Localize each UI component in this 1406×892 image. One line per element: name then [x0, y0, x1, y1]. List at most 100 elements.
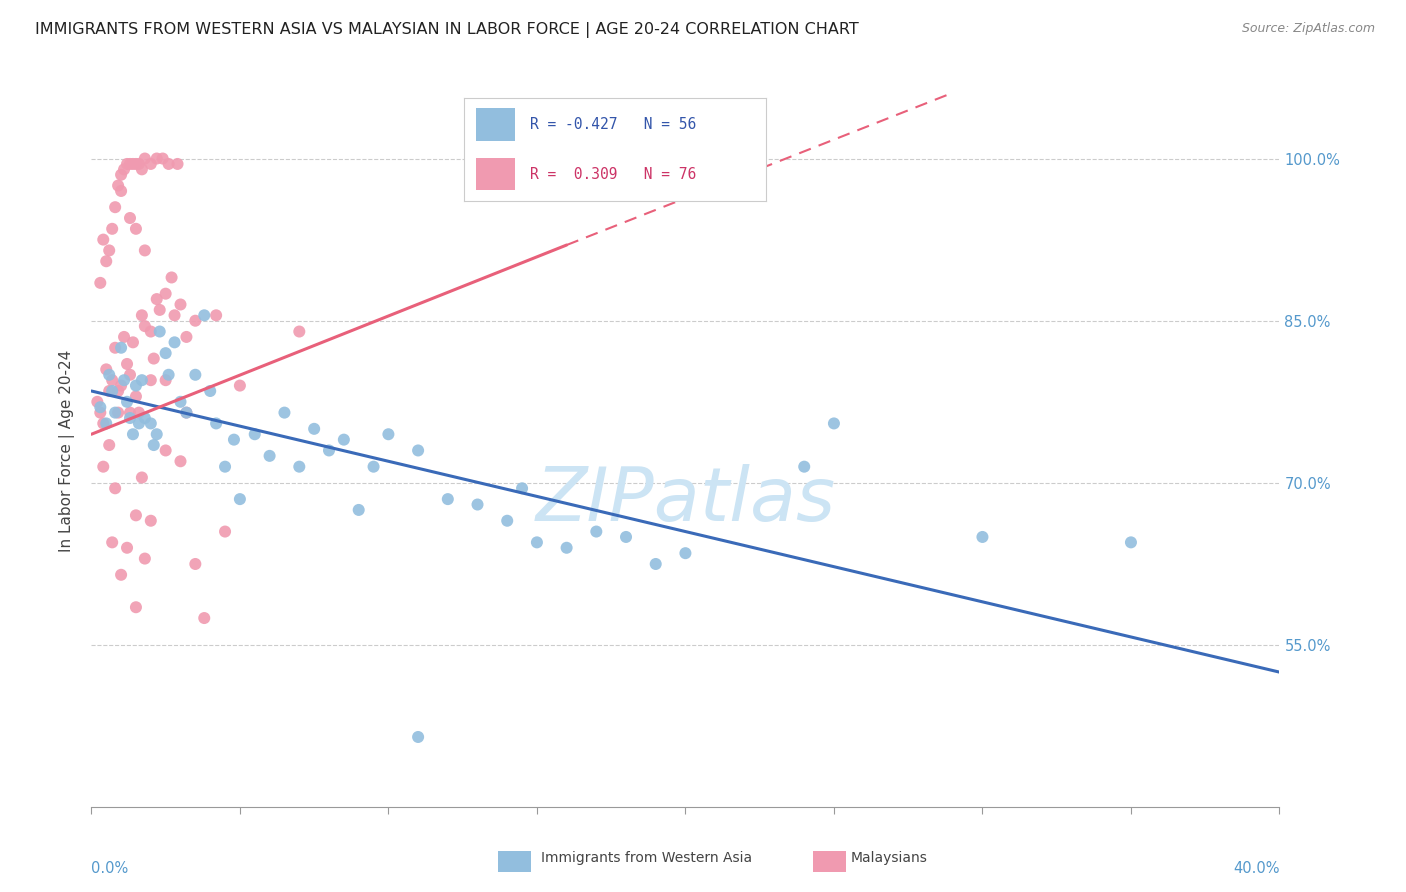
Point	[273, 406, 295, 420]
Point	[222, 433, 245, 447]
Point	[644, 557, 666, 571]
Point	[112, 373, 135, 387]
Point	[91, 417, 114, 431]
Point	[436, 492, 458, 507]
Point	[98, 244, 121, 258]
Point	[115, 157, 138, 171]
Point	[131, 162, 153, 177]
Point	[333, 433, 356, 447]
Point	[406, 730, 429, 744]
Point	[107, 406, 129, 420]
Point	[288, 459, 311, 474]
Point	[131, 308, 153, 322]
Point	[122, 157, 145, 171]
Point	[347, 503, 370, 517]
Point	[184, 557, 207, 571]
Point	[406, 443, 429, 458]
Point	[510, 481, 533, 495]
Point	[134, 411, 156, 425]
Point	[104, 481, 127, 495]
Point	[110, 184, 132, 198]
Point	[98, 368, 121, 382]
Point	[155, 346, 177, 360]
Y-axis label: In Labor Force | Age 20-24: In Labor Force | Age 20-24	[59, 350, 76, 551]
Point	[229, 378, 252, 392]
Point	[134, 152, 156, 166]
Point	[110, 168, 132, 182]
Point	[363, 459, 385, 474]
Point	[176, 406, 198, 420]
Point	[145, 427, 167, 442]
Point	[163, 308, 186, 322]
Point	[125, 157, 148, 171]
Point	[214, 459, 236, 474]
Point	[585, 524, 607, 539]
Point	[98, 384, 121, 398]
Point	[112, 162, 135, 177]
Point	[91, 233, 114, 247]
Point	[184, 368, 207, 382]
Point	[131, 373, 153, 387]
Point	[166, 157, 188, 171]
Point	[142, 438, 165, 452]
Point	[318, 443, 340, 458]
Point	[302, 422, 325, 436]
Text: 0.0%: 0.0%	[91, 862, 128, 876]
Point	[101, 384, 124, 398]
Point	[118, 411, 141, 425]
Text: ZIPatlas: ZIPatlas	[536, 465, 835, 536]
Point	[89, 401, 111, 415]
Point	[139, 157, 162, 171]
Point	[288, 325, 311, 339]
Point	[118, 368, 141, 382]
Point	[134, 551, 156, 566]
Text: IMMIGRANTS FROM WESTERN ASIA VS MALAYSIAN IN LABOR FORCE | AGE 20-24 CORRELATION: IMMIGRANTS FROM WESTERN ASIA VS MALAYSIA…	[35, 22, 859, 38]
Point	[104, 406, 127, 420]
Point	[259, 449, 281, 463]
Point	[125, 389, 148, 403]
Point	[139, 514, 162, 528]
Point	[155, 443, 177, 458]
Point	[98, 438, 121, 452]
Point	[128, 157, 150, 171]
Point	[184, 314, 207, 328]
Point	[614, 530, 637, 544]
Point	[193, 611, 215, 625]
Point	[125, 378, 148, 392]
Point	[118, 157, 141, 171]
Point	[131, 470, 153, 484]
Point	[96, 254, 118, 268]
Point	[107, 384, 129, 398]
Point	[128, 417, 150, 431]
Point	[823, 417, 845, 431]
Point	[377, 427, 399, 442]
Point	[145, 292, 167, 306]
Point	[157, 157, 180, 171]
Point	[115, 541, 138, 555]
Point	[101, 222, 124, 236]
Point	[142, 351, 165, 366]
Point	[101, 373, 124, 387]
Point	[139, 373, 162, 387]
Bar	[477, 108, 516, 141]
Point	[96, 362, 118, 376]
Bar	[477, 158, 516, 190]
Point	[205, 417, 228, 431]
Point	[139, 417, 162, 431]
Point	[1119, 535, 1142, 549]
Point	[110, 567, 132, 582]
Text: R = -0.427   N = 56: R = -0.427 N = 56	[530, 117, 697, 132]
Point	[205, 308, 228, 322]
Point	[118, 211, 141, 225]
Point	[89, 276, 111, 290]
Text: R =  0.309   N = 76: R = 0.309 N = 76	[530, 167, 697, 182]
Point	[555, 541, 578, 555]
Text: Malaysians: Malaysians	[851, 851, 928, 865]
Point	[125, 600, 148, 615]
Point	[149, 302, 172, 317]
Point	[972, 530, 994, 544]
Point	[176, 406, 198, 420]
Point	[104, 341, 127, 355]
Point	[125, 508, 148, 523]
Text: Immigrants from Western Asia: Immigrants from Western Asia	[541, 851, 752, 865]
